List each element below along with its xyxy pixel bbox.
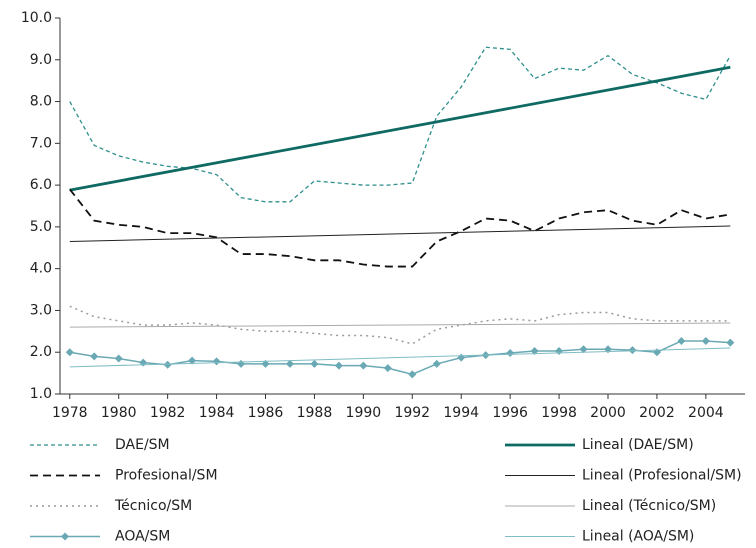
marker (237, 359, 246, 368)
marker (310, 359, 319, 368)
marker (212, 357, 221, 366)
y-tick-label: 4.0 (30, 261, 52, 277)
marker (628, 346, 637, 355)
marker (408, 370, 417, 379)
series-line (69, 340, 731, 376)
legend-label: DAE/SM (115, 437, 170, 453)
legend-label: Lineal (DAE/SM) (582, 437, 694, 453)
marker (285, 359, 294, 368)
marker (726, 338, 735, 347)
series-line (69, 347, 731, 368)
legend-label: Técnico/SM (114, 498, 192, 514)
y-tick-label: 6.0 (30, 177, 52, 193)
y-tick-label: 3.0 (30, 302, 52, 318)
legend-label: Lineal (Técnico/SM) (582, 498, 716, 514)
series-line (69, 322, 731, 328)
marker (90, 352, 99, 361)
y-tick-label: 9.0 (30, 52, 52, 68)
x-tick-label: 1988 (297, 405, 333, 421)
marker (555, 346, 564, 355)
x-tick-label: 1998 (541, 405, 577, 421)
x-tick-label: 1986 (248, 405, 284, 421)
marker (701, 336, 710, 345)
y-tick-label: 7.0 (30, 135, 52, 151)
legend-marker (61, 532, 69, 541)
marker (652, 348, 661, 357)
series-line (69, 188, 731, 268)
x-tick-label: 2000 (590, 405, 626, 421)
x-tick-label: 2004 (688, 405, 724, 421)
marker (261, 359, 270, 368)
marker (383, 364, 392, 373)
marker (188, 356, 197, 365)
series-line (69, 65, 731, 192)
legend-label: Lineal (Profesional/SM) (582, 468, 742, 484)
x-tick-label: 1982 (150, 405, 186, 421)
y-tick-label: 8.0 (30, 94, 52, 110)
y-tick-label: 5.0 (30, 219, 52, 235)
y-tick-label: 10.0 (21, 10, 52, 26)
y-tick-label: 1.0 (30, 386, 52, 402)
marker (506, 349, 515, 358)
legend-label: AOA/SM (115, 529, 170, 545)
marker (163, 360, 172, 369)
series-line (69, 225, 731, 243)
marker (65, 348, 74, 357)
marker (334, 361, 343, 370)
y-tick-label: 2.0 (30, 344, 52, 360)
marker (359, 361, 368, 370)
legend-label: Profesional/SM (115, 468, 218, 484)
x-tick-label: 1994 (443, 405, 479, 421)
marker (530, 346, 539, 355)
x-tick-label: 1980 (101, 405, 137, 421)
x-tick-label: 2002 (639, 405, 675, 421)
x-tick-label: 1984 (199, 405, 235, 421)
marker (457, 353, 466, 362)
marker (432, 359, 441, 368)
marker (579, 345, 588, 354)
x-tick-label: 1978 (52, 405, 88, 421)
x-tick-label: 1992 (394, 405, 430, 421)
x-tick-label: 1996 (492, 405, 528, 421)
series-line (69, 46, 731, 203)
marker (139, 358, 148, 367)
legend-label: Lineal (AOA/SM) (582, 529, 694, 545)
marker (677, 336, 686, 345)
marker (114, 354, 123, 363)
x-tick-label: 1990 (346, 405, 382, 421)
